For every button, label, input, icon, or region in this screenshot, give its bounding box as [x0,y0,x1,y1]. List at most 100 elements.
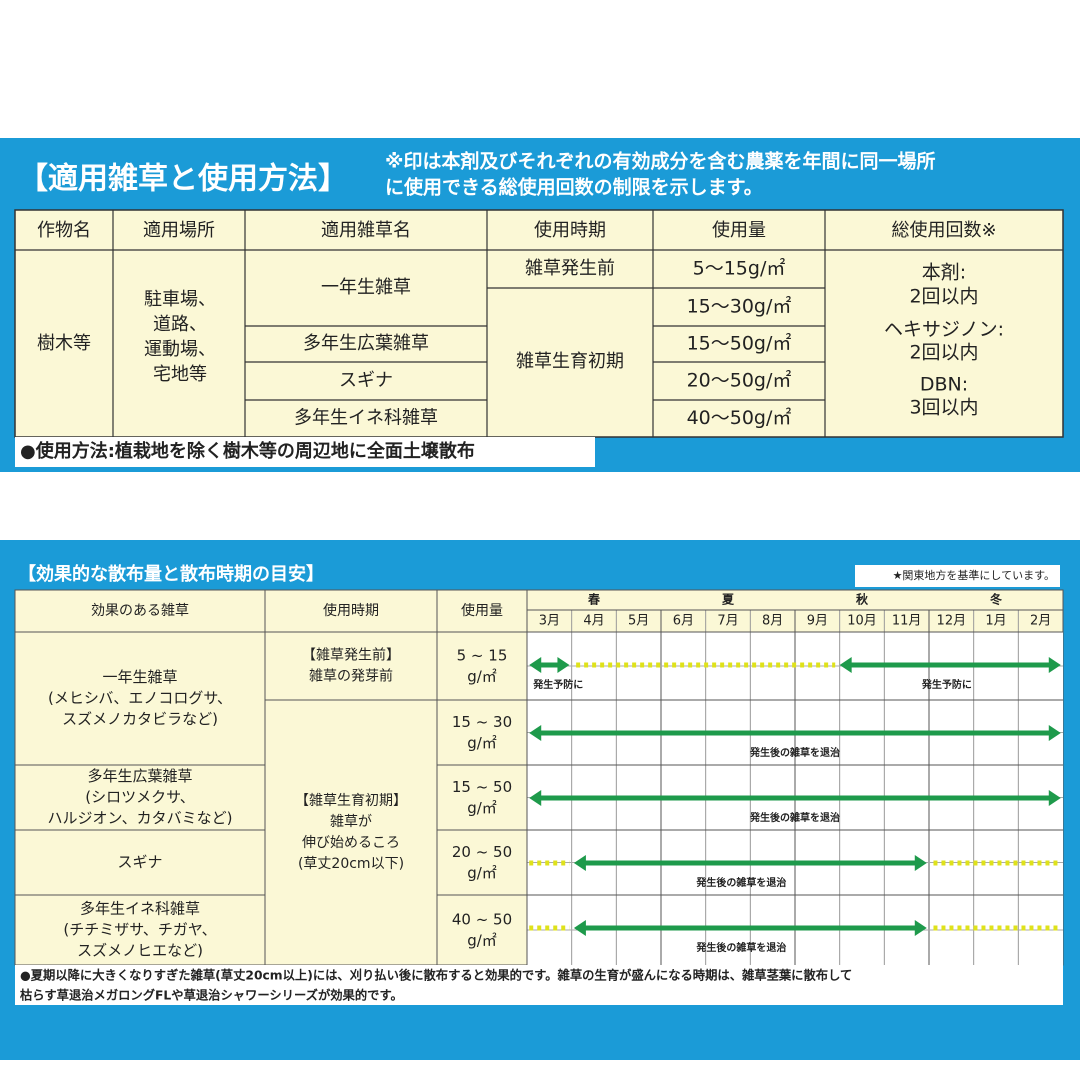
weed-name: 多年生広葉雑草 [87,767,192,785]
weed-name: 一年生雑草 [321,277,411,298]
weed-name: 一年生雑草 [102,668,177,686]
timing: 雑草発生前 [525,258,615,279]
weed-name: スギナ [339,370,393,391]
amount: 5〜15g/㎡ [693,257,786,280]
month: 7月 [717,614,738,629]
month: 12月 [937,614,967,629]
note-box [855,565,1060,587]
panel-title: 【適用雑草と使用方法】 [18,162,348,197]
arrow-head [557,657,570,673]
timing: (草丈20cm以下) [298,856,404,872]
column-header: 作物名 [37,220,91,241]
weed-examples: (メヒシバ、エノコログサ、 [48,689,232,707]
season: 夏 [722,593,735,607]
arrow-head [573,920,586,936]
panel-title: 【効果的な散布量と散布時期の目安】 [18,563,324,585]
month: 11月 [892,614,922,629]
method: ●使用方法:植栽地を除く樹木等の周辺地に全面土壌散布 [20,440,475,462]
content: 【適用雑草と使用方法】 ※印は本剤及びそれぞれの有効成分を含む農薬を年間に同一場所… [15,150,1063,1003]
month: 5月 [628,614,649,629]
month: 1月 [985,614,1006,629]
season: 冬 [990,592,1002,607]
weed-examples: スズメノヒエなど) [77,942,203,960]
arrow-head [529,725,542,741]
use-limit: 2回以内 [909,286,978,308]
arrow-head [914,855,927,871]
timing: 【雑草生育初期】 [295,792,407,809]
arrow-head [529,790,542,806]
use-limit: 3回以内 [909,397,978,419]
amount: 40〜50g/㎡ [687,406,792,429]
footer-note: 枯らす草退治メガロングFLや草退治シャワーシリーズが効果的です。 [20,988,403,1003]
month: 6月 [673,614,694,629]
month: 8月 [762,614,783,629]
arrow-head [914,920,927,936]
column-header: 使用時期 [323,602,379,619]
amount: 15 ~ 30 [452,713,512,731]
timing: 伸び始めるころ [302,835,400,851]
weed-examples: (シロツメクサ、 [85,788,195,806]
arrow-label: 発生後の雑草を退治 [695,876,786,889]
amount: g/㎡ [467,734,497,752]
amount: 40 ~ 50 [452,911,512,929]
weed-name: 多年生イネ科雑草 [294,408,438,429]
amount: 5 ~ 15 [457,647,508,665]
panel-note: ★関東地方を基準にしています。 [893,568,1055,582]
amount: 20〜50g/㎡ [687,369,792,392]
arrow-head [839,657,852,673]
place-line: 駐車場、 [144,289,216,310]
amount: g/㎡ [467,668,497,686]
timing: 雑草が [330,814,372,830]
arrow-label: 発生後の雑草を退治 [749,746,840,759]
amount: 15 ~ 50 [452,778,512,796]
arrow-head [529,657,542,673]
amount: 20 ~ 50 [452,843,512,861]
timing: 雑草の発芽前 [309,668,393,685]
column-header: 総使用回数※ [891,220,996,241]
month: 3月 [539,614,560,629]
arrow-label: 発生予防に [532,678,583,691]
timing: 雑草生育初期 [516,351,624,372]
weed-name: 多年生広葉雑草 [303,333,429,354]
arrow-label: 発生後の雑草を退治 [695,941,786,954]
use-limit: ヘキサジノン: [884,319,1004,341]
amount: g/㎡ [467,799,497,817]
footer-note: ●夏期以降に大きくなりすぎた雑草(草丈20cm以上)には、刈り払い後に散布すると… [20,968,852,983]
month: 10月 [847,614,877,629]
season: 春 [587,592,601,607]
arrow-label: 発生予防に [921,678,972,691]
month: 2月 [1030,614,1051,629]
footer-box [15,965,1063,1005]
column-header: 使用量 [712,220,766,241]
place-line: 運動場、 [144,339,216,360]
arrow-label: 発生後の雑草を退治 [749,811,840,824]
season: 秋 [856,592,869,607]
amount: g/㎡ [467,864,497,882]
arrow-head [573,855,586,871]
column-header: 適用雑草名 [321,220,411,241]
column-header: 効果のある雑草 [91,603,189,619]
arrow-head [1048,657,1061,673]
use-limit: 本剤: [922,262,966,284]
weed-examples: ハルジオン、カタバミなど) [48,809,233,827]
weed-name: 多年生イネ科雑草 [80,900,200,918]
weed-name: スギナ [117,853,162,871]
usage-table [14,209,1064,438]
place-line: 宅地等 [153,364,207,385]
method-box [15,437,595,467]
month: 9月 [807,614,828,629]
column-header: 使用時期 [534,220,606,241]
arrow-head [1048,790,1061,806]
panel-note: ※印は本剤及びそれぞれの有効成分を含む農薬を年間に同一場所 [385,150,935,173]
month: 4月 [583,614,604,629]
use-limit: 2回以内 [909,342,978,364]
weed-examples: スズメノカタビラなど) [62,710,218,728]
use-limit: DBN: [920,374,968,396]
crop-name: 樹木等 [37,333,91,354]
amount: 15〜50g/㎡ [687,332,792,355]
place-line: 道路、 [153,314,207,335]
panel-note: に使用できる総使用回数の制限を示します。 [385,176,763,199]
timing: 【雑草発生前】 [302,647,400,664]
amount: g/㎡ [467,932,497,950]
